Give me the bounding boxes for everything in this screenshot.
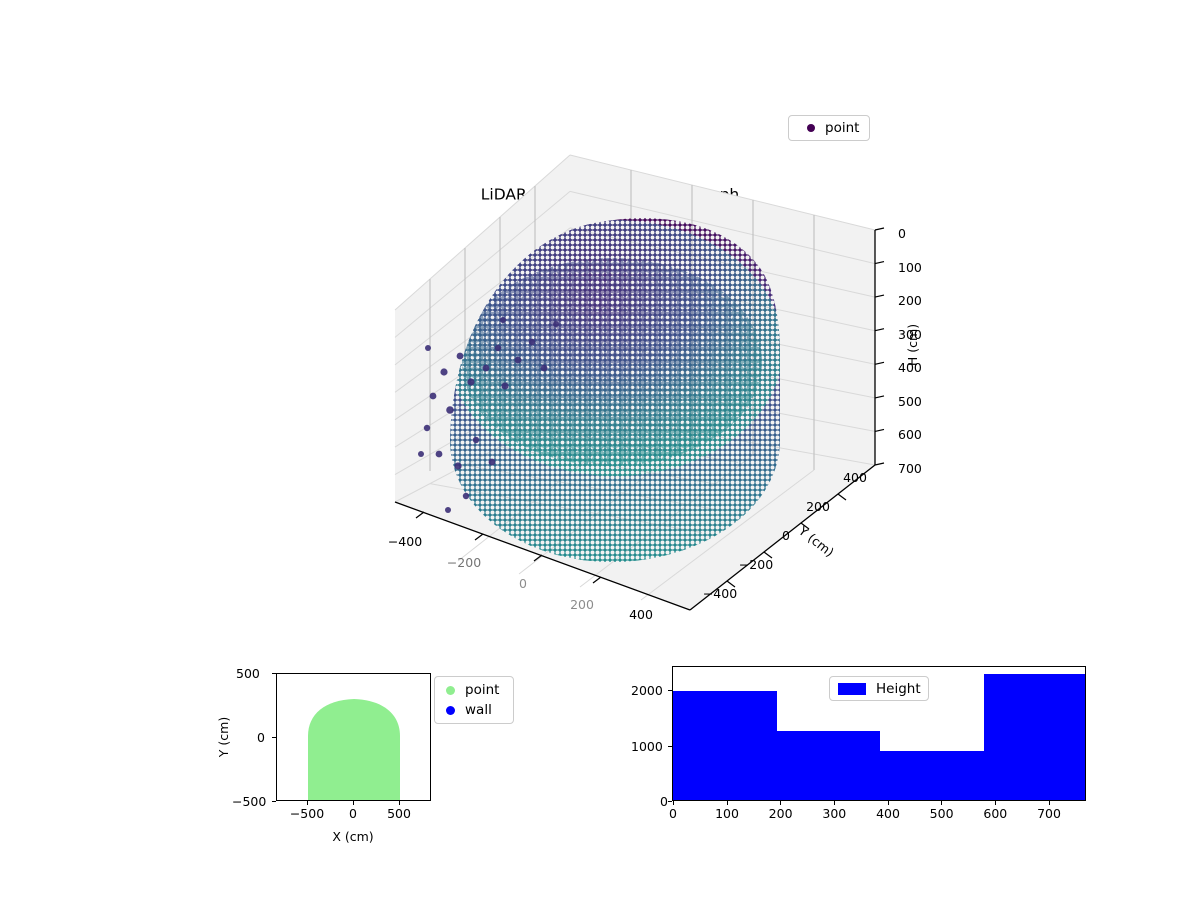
legend-entry-wall-2d[interactable]: wall — [444, 702, 504, 718]
z-tick-0: 0 — [898, 226, 906, 241]
z-tick-500: 500 — [898, 393, 922, 409]
hist-bar-4 — [983, 674, 1085, 800]
hist-bar-3 — [880, 750, 984, 800]
xhist-tick-300: 300 — [822, 805, 847, 821]
y2d-tick-0: 0 — [257, 730, 265, 745]
legend-entry-point-2d[interactable]: point — [444, 682, 504, 698]
xhist-tickmark-300 — [834, 801, 836, 805]
x-tick-n200: −200 — [446, 554, 482, 570]
xhist-tick-700: 700 — [1037, 805, 1061, 821]
xhist-tick-400: 400 — [876, 805, 900, 821]
yhist-tick-1000: 1000 — [631, 738, 663, 754]
legend-label-height: Height — [876, 680, 921, 697]
yhist-tickmark-2000 — [668, 690, 672, 692]
xhist-tickmark-400 — [887, 801, 889, 805]
lidar-2d-axes[interactable]: LiDAR Point 2D Coordinate Graph — [276, 673, 431, 801]
yhist-tick-2000: 2000 — [631, 683, 663, 698]
xhist-tickmark-200 — [780, 801, 782, 805]
xhist-tickmark-700 — [1048, 801, 1050, 805]
x2d-tickmark-500 — [399, 801, 401, 805]
y2d-tick-n500: −500 — [232, 794, 267, 809]
z-tick-700: 700 — [898, 461, 922, 476]
xhist-tick-200: 200 — [768, 805, 793, 821]
yhist-tickmark-0 — [668, 801, 672, 803]
legend-2d[interactable]: point wall — [434, 676, 514, 724]
y2d-tickmark-500 — [272, 673, 276, 675]
x-tick-0: 0 — [519, 575, 527, 591]
z-tick-200: 200 — [898, 293, 922, 309]
point-cloud-2d — [308, 699, 400, 800]
x-tick-400: 400 — [629, 606, 653, 622]
y-tick-200: 200 — [806, 498, 830, 514]
legend-label-wall-2d: wall — [465, 702, 492, 718]
xhist-tickmark-0 — [673, 801, 675, 805]
y-tick-n400: −400 — [702, 585, 738, 601]
point-marker-icon — [807, 124, 815, 132]
height-histogram-axes[interactable]: Height Histogram — [672, 666, 1086, 801]
xhist-tickmark-100 — [726, 801, 728, 805]
yhist-tick-0: 0 — [660, 794, 668, 809]
x-tick-n400: −400 — [387, 533, 423, 549]
hist-bar-1 — [673, 690, 777, 800]
y-tick-0: 0 — [782, 527, 790, 543]
legend-histogram[interactable]: Height — [829, 676, 929, 701]
yhist-tickmark-1000 — [668, 745, 672, 747]
wall-marker-icon — [446, 705, 455, 715]
z-tick-400: 400 — [898, 360, 922, 376]
hist-bar-2 — [776, 730, 880, 800]
x2d-tickmark-n500 — [307, 801, 309, 805]
y2d-tick-500: 500 — [236, 666, 260, 681]
legend-3d[interactable]: point — [788, 115, 870, 141]
xhist-tick-100: 100 — [715, 805, 739, 821]
x2d-tick-n500: −500 — [289, 805, 325, 821]
y-tick-400: 400 — [843, 469, 867, 485]
y2d-tickmark-n500 — [272, 801, 276, 803]
x2d-tick-500: 500 — [387, 805, 411, 821]
y-tick-n200: −200 — [738, 556, 774, 572]
axes-3d-panes — [394, 154, 885, 611]
x-tick-200: 200 — [570, 596, 594, 612]
xhist-tick-600: 600 — [983, 805, 1008, 821]
z-axis-label: H (cm) — [904, 323, 920, 367]
x2d-tickmark-0 — [353, 801, 355, 805]
legend-entry-height[interactable]: Height — [838, 680, 921, 697]
z-tick-600: 600 — [898, 427, 922, 443]
xhist-tick-0: 0 — [669, 805, 677, 821]
z-tick-100: 100 — [898, 259, 922, 275]
xhist-tick-500: 500 — [929, 805, 954, 821]
lidar-3d-axes[interactable]: LiDAR Point 3D Coordinate Graph — [300, 110, 940, 630]
xhist-tickmark-500 — [941, 801, 943, 805]
xhist-tickmark-600 — [995, 801, 997, 805]
height-bar-swatch-icon — [838, 682, 866, 695]
legend-entry-point[interactable]: point — [798, 120, 860, 136]
x2d-axis-label: X (cm) — [332, 828, 374, 844]
legend-label-point: point — [825, 120, 860, 136]
x2d-tick-0: 0 — [349, 805, 357, 821]
legend-label-point-2d: point — [465, 682, 500, 698]
point-marker-icon — [446, 685, 455, 695]
z-tick-300: 300 — [898, 326, 922, 342]
y2d-axis-label: Y (cm) — [215, 716, 231, 758]
y2d-tickmark-0 — [272, 737, 276, 739]
